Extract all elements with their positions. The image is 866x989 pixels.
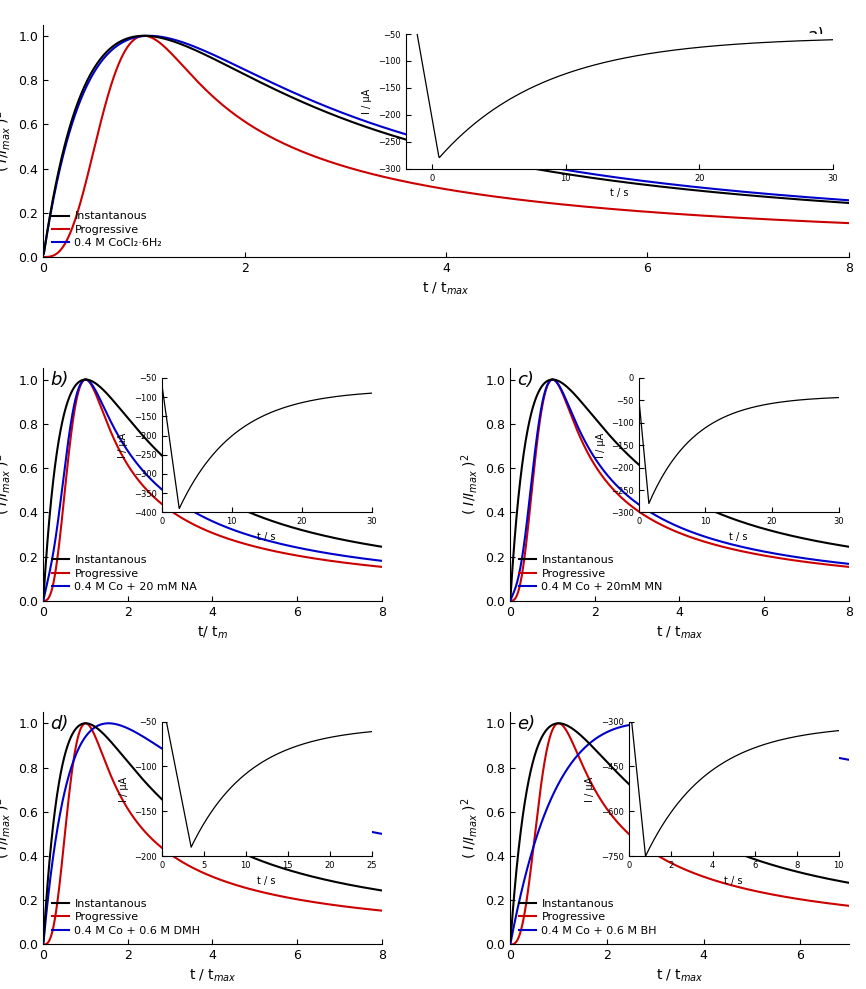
Y-axis label: $( \ I / I_{max} \ )^2$: $( \ I / I_{max} \ )^2$ <box>0 454 13 515</box>
Text: a): a) <box>806 27 824 45</box>
Legend: Instantanous, Progressive, 0.4 M Co + 0.6 M DMH: Instantanous, Progressive, 0.4 M Co + 0.… <box>48 896 204 939</box>
Text: e): e) <box>517 714 535 733</box>
Y-axis label: $( \ I / I_{max} \ )^2$: $( \ I / I_{max} \ )^2$ <box>0 110 13 172</box>
X-axis label: t / t$_{max}$: t / t$_{max}$ <box>656 968 703 984</box>
Text: d): d) <box>50 714 68 733</box>
Text: c): c) <box>517 371 534 389</box>
Legend: Instantanous, Progressive, 0.4 M Co + 0.6 M BH: Instantanous, Progressive, 0.4 M Co + 0.… <box>516 896 660 939</box>
Text: b): b) <box>50 371 68 389</box>
Legend: Instantanous, Progressive, 0.4 M Co + 20 mM NA: Instantanous, Progressive, 0.4 M Co + 20… <box>48 552 201 595</box>
X-axis label: t/ t$_m$: t/ t$_m$ <box>197 624 228 641</box>
X-axis label: t / t$_{max}$: t / t$_{max}$ <box>189 968 236 984</box>
X-axis label: t / t$_{max}$: t / t$_{max}$ <box>422 281 470 297</box>
Legend: Instantanous, Progressive, 0.4 M Co + 20mM MN: Instantanous, Progressive, 0.4 M Co + 20… <box>516 552 666 595</box>
Legend: Instantanous, Progressive, 0.4 M CoCl₂·6H₂: Instantanous, Progressive, 0.4 M CoCl₂·6… <box>48 208 165 251</box>
X-axis label: t / t$_{max}$: t / t$_{max}$ <box>656 624 703 641</box>
Y-axis label: $( \ I / I_{max} \ )^2$: $( \ I / I_{max} \ )^2$ <box>459 454 480 515</box>
Y-axis label: $( \ I / I_{max} \ )^2$: $( \ I / I_{max} \ )^2$ <box>459 797 480 859</box>
Y-axis label: $( \ I / I_{max} \ )^2$: $( \ I / I_{max} \ )^2$ <box>0 797 13 859</box>
